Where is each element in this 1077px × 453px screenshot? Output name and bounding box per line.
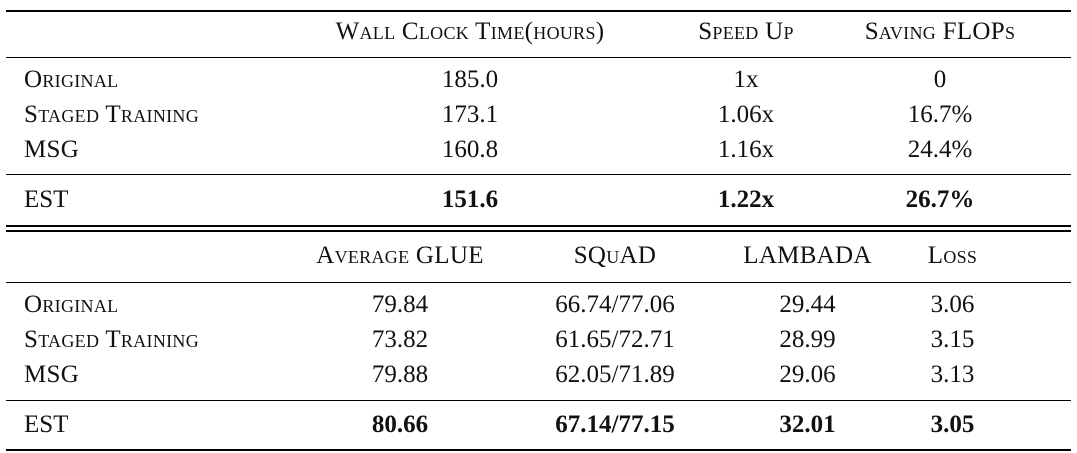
bottom-rule xyxy=(6,449,1071,451)
table-row-best: EST 151.6 1.22x 26.7% xyxy=(0,183,1077,217)
table-cell: 62.05/71.89 xyxy=(555,361,675,388)
method-label: Original xyxy=(24,291,119,318)
table1-col-header: Wall Clock Time(hours) xyxy=(335,18,605,45)
mid-rule xyxy=(6,400,1071,401)
top-rule xyxy=(6,10,1071,12)
table-cell: 3.15 xyxy=(930,326,975,353)
table2-col-header: SQuAD xyxy=(573,242,657,269)
method-label: MSG xyxy=(24,361,80,388)
table-cell: 28.99 xyxy=(779,326,836,353)
table-cell: 79.88 xyxy=(371,361,429,388)
table-row: Staged Training 73.82 61.65/72.71 28.99 … xyxy=(0,323,1077,357)
table-cell: 0 xyxy=(933,66,947,93)
table1-header-row: Wall Clock Time(hours) Speed Up Saving F… xyxy=(0,15,1077,49)
table-cell: 67.14/77.15 xyxy=(555,411,675,438)
table-cell: 29.44 xyxy=(779,291,836,318)
table-cell: 16.7% xyxy=(907,101,973,128)
table-cell: 151.6 xyxy=(441,186,499,213)
table-cell: 73.82 xyxy=(371,326,429,353)
table-row: MSG 79.88 62.05/71.89 29.06 3.13 xyxy=(0,358,1077,392)
method-label: Original xyxy=(24,66,119,93)
table-row: Original 79.84 66.74/77.06 29.44 3.06 xyxy=(0,288,1077,322)
table-cell: 66.74/77.06 xyxy=(555,291,675,318)
table-cell: 26.7% xyxy=(905,186,975,213)
table-cell: 185.0 xyxy=(441,66,499,93)
method-label: MSG xyxy=(24,136,80,163)
table-cell: 3.06 xyxy=(930,291,975,318)
table-cell: 1.16x xyxy=(717,136,775,163)
table-cell: 3.05 xyxy=(930,411,975,438)
double-rule-bottom xyxy=(6,230,1071,232)
method-label: Staged Training xyxy=(24,326,200,353)
table-cell: 24.4% xyxy=(907,136,973,163)
table-cell: 61.65/72.71 xyxy=(555,326,675,353)
method-label: EST xyxy=(24,411,69,438)
table2-col-header: Loss xyxy=(927,242,978,269)
header-rule xyxy=(6,282,1071,283)
method-label: EST xyxy=(24,186,69,213)
table-row: MSG 160.8 1.16x 24.4% xyxy=(0,133,1077,167)
double-rule-top xyxy=(6,225,1071,227)
table-cell: 1.06x xyxy=(717,101,775,128)
table-cell: 80.66 xyxy=(371,411,429,438)
table2-col-header: Average GLUE xyxy=(316,242,484,269)
table-cell: 79.84 xyxy=(371,291,429,318)
table-cell: 29.06 xyxy=(779,361,836,388)
table-cell: 32.01 xyxy=(779,411,836,438)
method-label: Staged Training xyxy=(24,101,200,128)
table-cell: 3.13 xyxy=(930,361,975,388)
table-cell: 160.8 xyxy=(441,136,499,163)
table-cell: 173.1 xyxy=(441,101,499,128)
table1-col-header: Saving FLOPs xyxy=(864,18,1016,45)
header-rule xyxy=(6,57,1071,58)
table-row-best: EST 80.66 67.14/77.15 32.01 3.05 xyxy=(0,408,1077,442)
table2-header-row: Average GLUE SQuAD LAMBADA Loss xyxy=(0,239,1077,273)
table-row: Staged Training 173.1 1.06x 16.7% xyxy=(0,98,1077,132)
table1-col-header: Speed Up xyxy=(698,18,794,45)
table2-col-header: LAMBADA xyxy=(743,242,872,269)
table-cell: 1.22x xyxy=(717,186,775,213)
table-row: Original 185.0 1x 0 xyxy=(0,63,1077,97)
table-cell: 1x xyxy=(733,66,759,93)
mid-rule xyxy=(6,174,1071,175)
